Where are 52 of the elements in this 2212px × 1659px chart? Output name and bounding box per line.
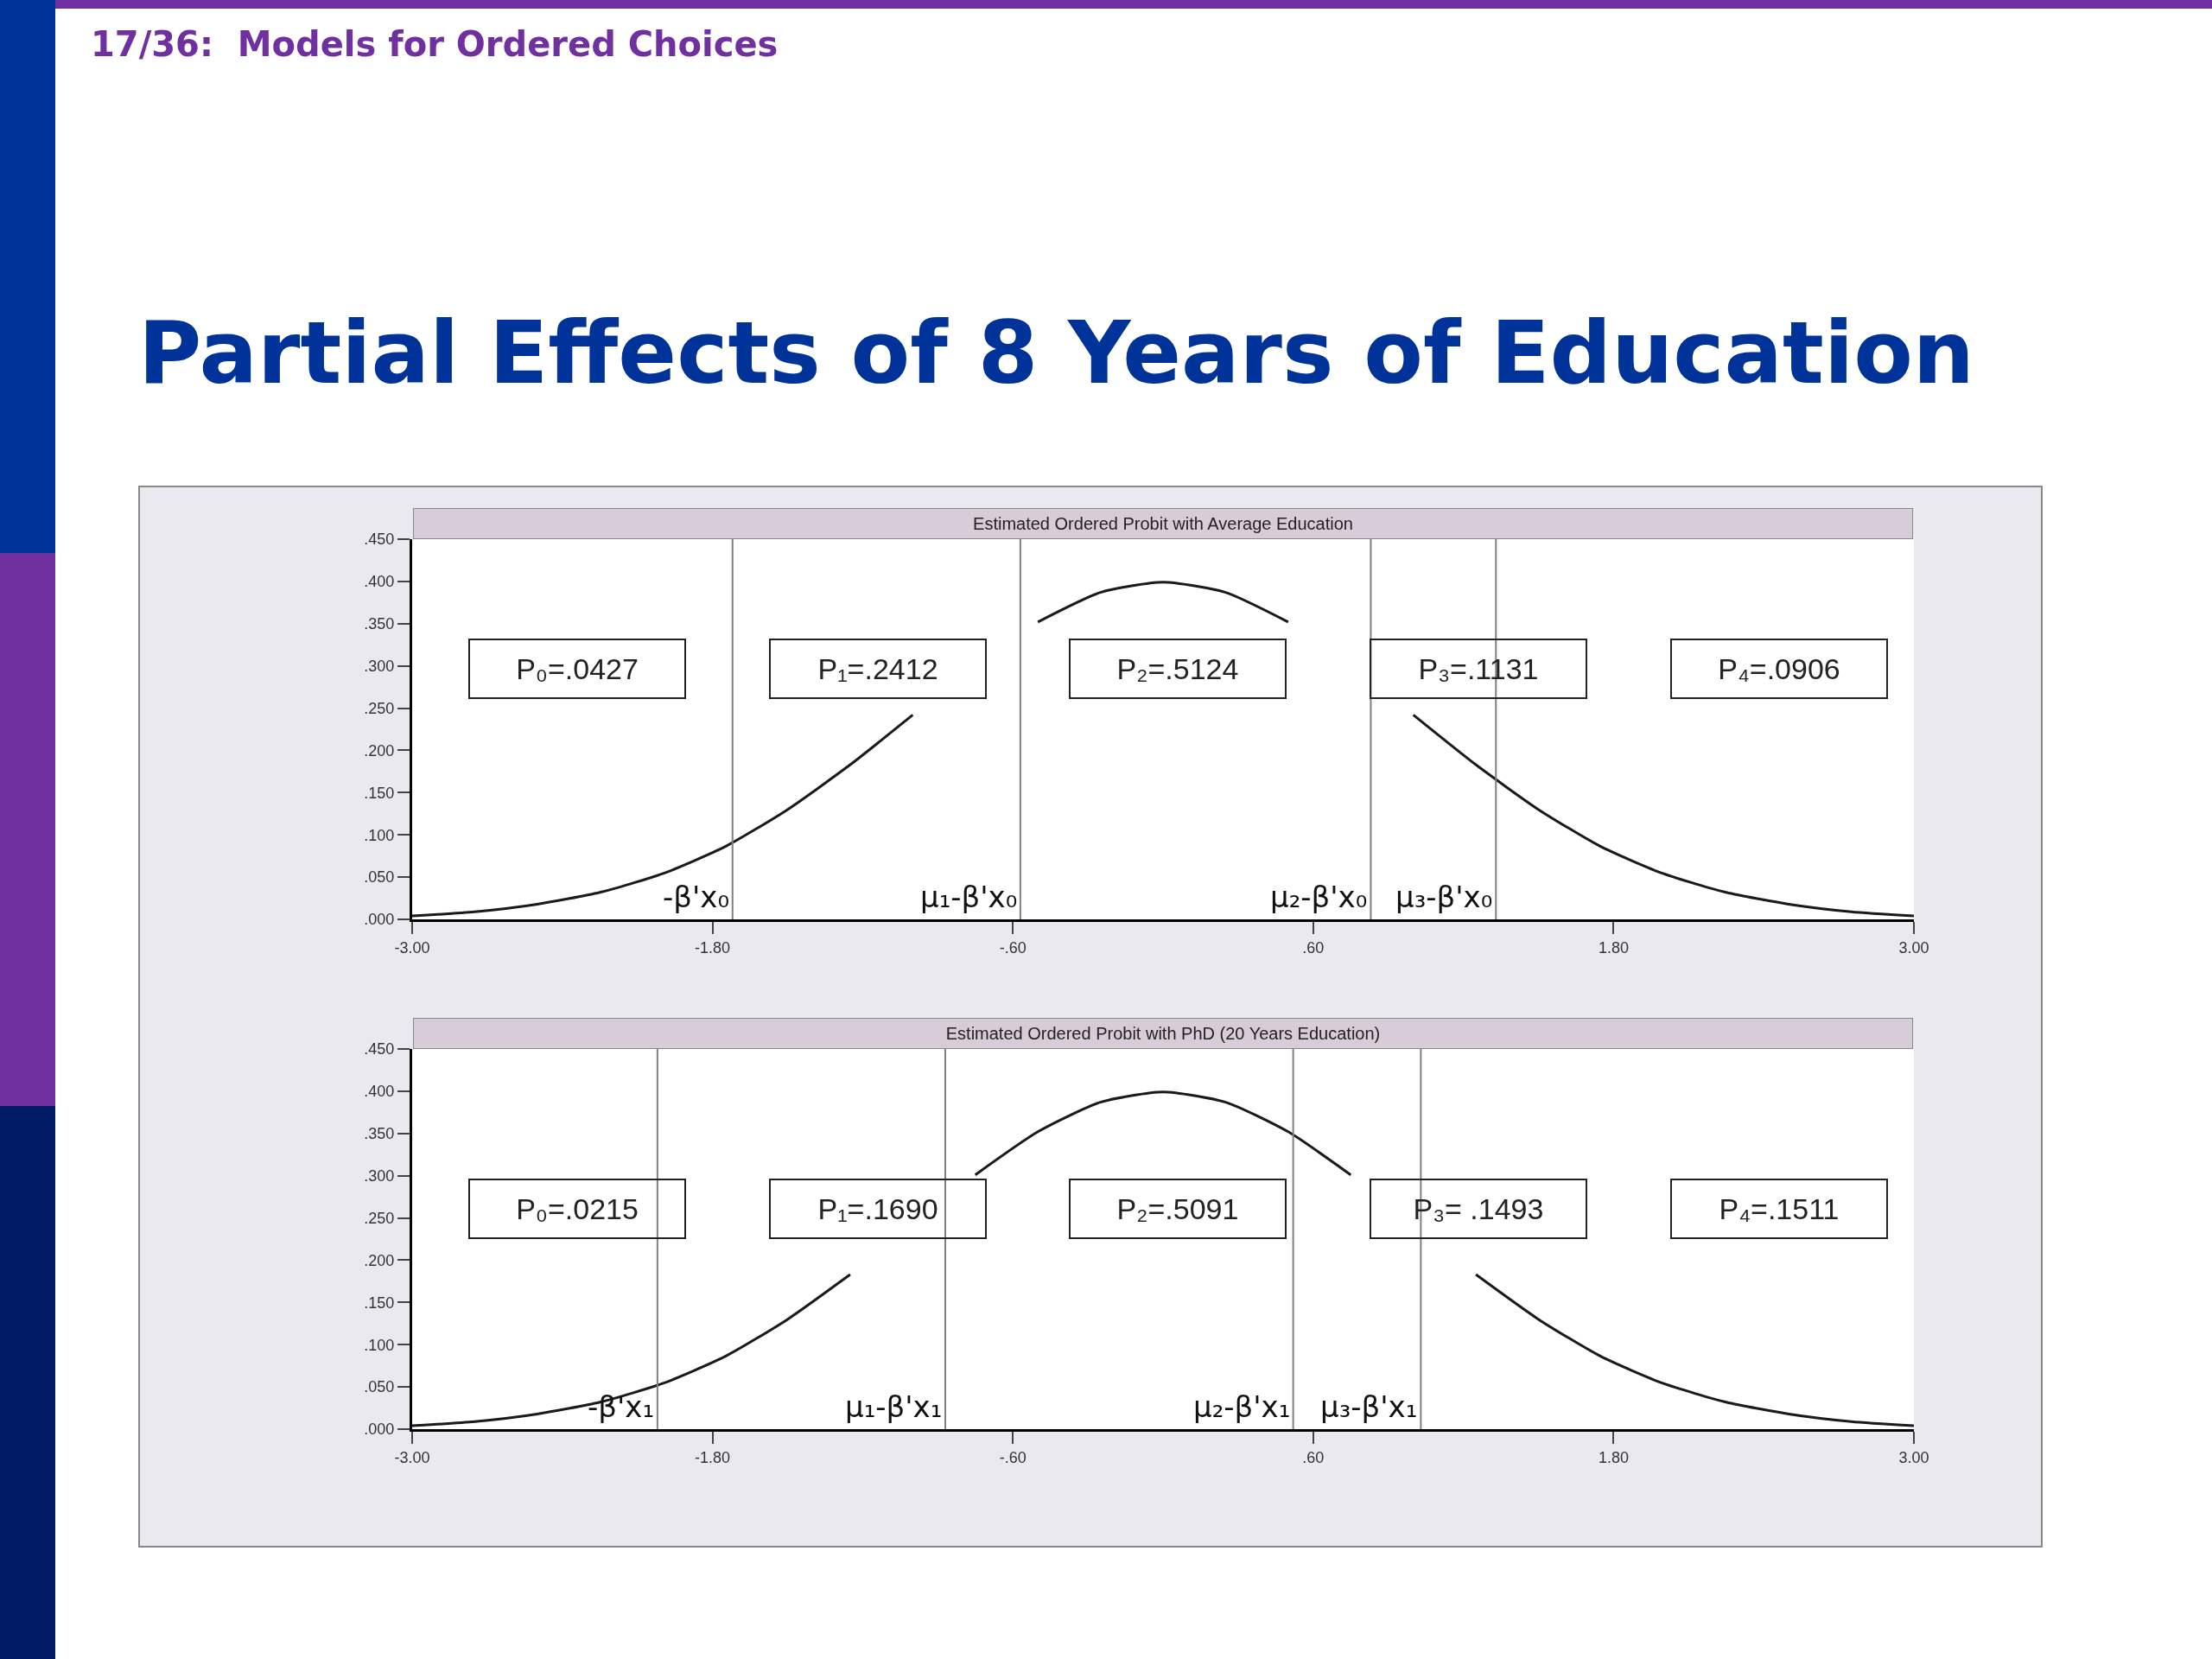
x-tick-label: -3.00 xyxy=(394,1448,430,1466)
x-tick-label: -1.80 xyxy=(695,1448,731,1466)
ref-line-label: μ₂-β'x₀ xyxy=(1270,880,1368,914)
x-tick-label: .60 xyxy=(1302,938,1325,957)
x-tick-label: 1.80 xyxy=(1598,938,1629,957)
annotation: P₄=.1511 xyxy=(1719,1192,1840,1225)
y-tick-label: .050 xyxy=(364,1378,395,1396)
y-tick-label: .200 xyxy=(364,741,395,760)
y-tick-label: .000 xyxy=(364,911,395,929)
y-tick-label: .300 xyxy=(364,657,395,675)
annotation: P₄=.0906 xyxy=(1718,652,1840,685)
x-tick-label: .60 xyxy=(1302,1448,1325,1466)
y-tick-label: .450 xyxy=(364,531,395,549)
y-tick-label: .050 xyxy=(364,868,395,887)
y-tick-label: .350 xyxy=(364,1125,395,1143)
x-tick-label: 3.00 xyxy=(1898,938,1929,957)
y-tick-label: .400 xyxy=(364,1083,395,1101)
annotation: P₁=.1690 xyxy=(817,1192,938,1225)
y-tick-label: .250 xyxy=(364,699,395,717)
ref-line-label: μ₁-β'x₁ xyxy=(845,1389,943,1424)
y-tick-label: .000 xyxy=(364,1421,395,1439)
annotation: P₀=.0215 xyxy=(516,1192,639,1225)
ref-line-label: -β'x₁ xyxy=(588,1389,655,1424)
x-tick-label: 1.80 xyxy=(1598,1448,1629,1466)
annotation: P₁=.2412 xyxy=(817,652,938,685)
x-tick-label: 3.00 xyxy=(1898,1448,1929,1466)
y-tick-label: .100 xyxy=(364,1336,395,1354)
y-tick-label: .400 xyxy=(364,573,395,591)
chart-title: Estimated Ordered Probit with Average Education xyxy=(973,514,1353,533)
x-tick-label: -1.80 xyxy=(695,938,731,957)
y-tick-label: .150 xyxy=(364,1294,395,1312)
x-tick-label: -.60 xyxy=(999,1448,1027,1466)
y-tick-label: .450 xyxy=(364,1040,395,1058)
y-tick-label: .350 xyxy=(364,615,395,633)
y-tick-label: .100 xyxy=(364,826,395,844)
ref-line-label: μ₂-β'x₁ xyxy=(1193,1389,1291,1424)
annotation: P₂=.5091 xyxy=(1116,1192,1239,1225)
x-tick-label: -3.00 xyxy=(394,938,430,957)
ref-line-label: μ₃-β'x₁ xyxy=(1320,1389,1418,1424)
ref-line-label: μ₃-β'x₀ xyxy=(1395,880,1493,914)
x-tick-label: -.60 xyxy=(999,938,1027,957)
text: 17/36: Models for Ordered Choices xyxy=(91,24,779,64)
y-tick-label: .300 xyxy=(364,1166,395,1185)
text: Partial Effects of 8 Years of Education xyxy=(138,302,1975,404)
y-tick-label: .200 xyxy=(364,1251,395,1269)
chart-title: Estimated Ordered Probit with PhD (20 Years Education) xyxy=(945,1024,1381,1043)
y-tick-label: .250 xyxy=(364,1209,395,1227)
ref-line-label: -β'x₀ xyxy=(663,880,730,914)
ref-line-label: μ₁-β'x₀ xyxy=(920,880,1018,914)
annotation: P₀=.0427 xyxy=(516,652,639,685)
annotation: P₂=.5124 xyxy=(1116,652,1239,685)
y-tick-label: .150 xyxy=(364,784,395,802)
